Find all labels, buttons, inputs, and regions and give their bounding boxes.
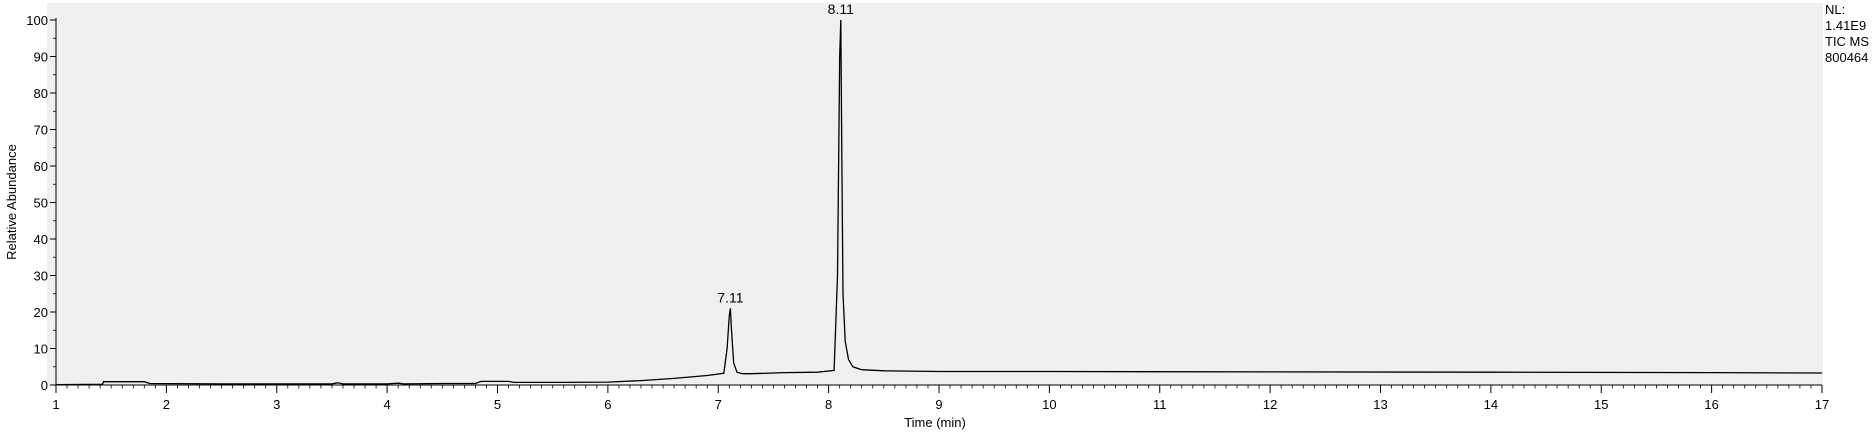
y-tick-label: 90	[34, 50, 48, 65]
x-tick-label: 1	[52, 397, 59, 412]
x-tick-label: 13	[1373, 397, 1387, 412]
plot-area	[47, 3, 1823, 385]
tic-trace	[55, 19, 1823, 386]
x-tick-label: 3	[273, 397, 280, 412]
y-tick-label: 20	[34, 305, 48, 320]
x-tick-label: 14	[1484, 397, 1498, 412]
x-tick-label: 5	[494, 397, 501, 412]
y-tick-label: 60	[34, 159, 48, 174]
x-tick-label: 17	[1815, 397, 1829, 412]
x-tick-label: 12	[1263, 397, 1277, 412]
info-line: NL:	[1825, 2, 1845, 17]
ticks: 1 2 3 4 5 6 7 8 9 10 11 12 13 14 15 16 17010203040506070…	[26, 13, 1829, 412]
y-tick-label: 30	[34, 269, 48, 284]
x-tick-label: 10	[1042, 397, 1056, 412]
x-tick-label: 8	[825, 397, 832, 412]
x-tick-label: 7	[715, 397, 722, 412]
peak-label: 8.11	[828, 1, 854, 17]
y-tick-label: 100	[26, 13, 48, 28]
y-tick-label: 50	[34, 196, 48, 211]
peak-labels: 7.11 8.11	[717, 1, 854, 305]
y-tick-label: 0	[41, 378, 48, 393]
y-tick-label: 70	[34, 123, 48, 138]
x-tick-label: 9	[935, 397, 942, 412]
y-tick-label: 80	[34, 86, 48, 101]
info-line: 800464	[1825, 50, 1868, 65]
info-line: 1.41E9	[1825, 18, 1866, 33]
x-axis-title: Time (min)	[904, 415, 966, 430]
y-axis-title: Relative Abundance	[4, 144, 19, 260]
x-tick-label: 2	[163, 397, 170, 412]
x-tick-label: 15	[1594, 397, 1608, 412]
x-tick-label: 11	[1153, 397, 1167, 412]
x-tick-label: 4	[384, 397, 391, 412]
peak-label: 7.11	[717, 289, 743, 305]
y-tick-label: 40	[34, 232, 48, 247]
info-line: TIC MS	[1825, 34, 1869, 49]
y-tick-label: 10	[34, 342, 48, 357]
x-tick-label: 6	[604, 397, 611, 412]
x-tick-label: 16	[1704, 397, 1718, 412]
